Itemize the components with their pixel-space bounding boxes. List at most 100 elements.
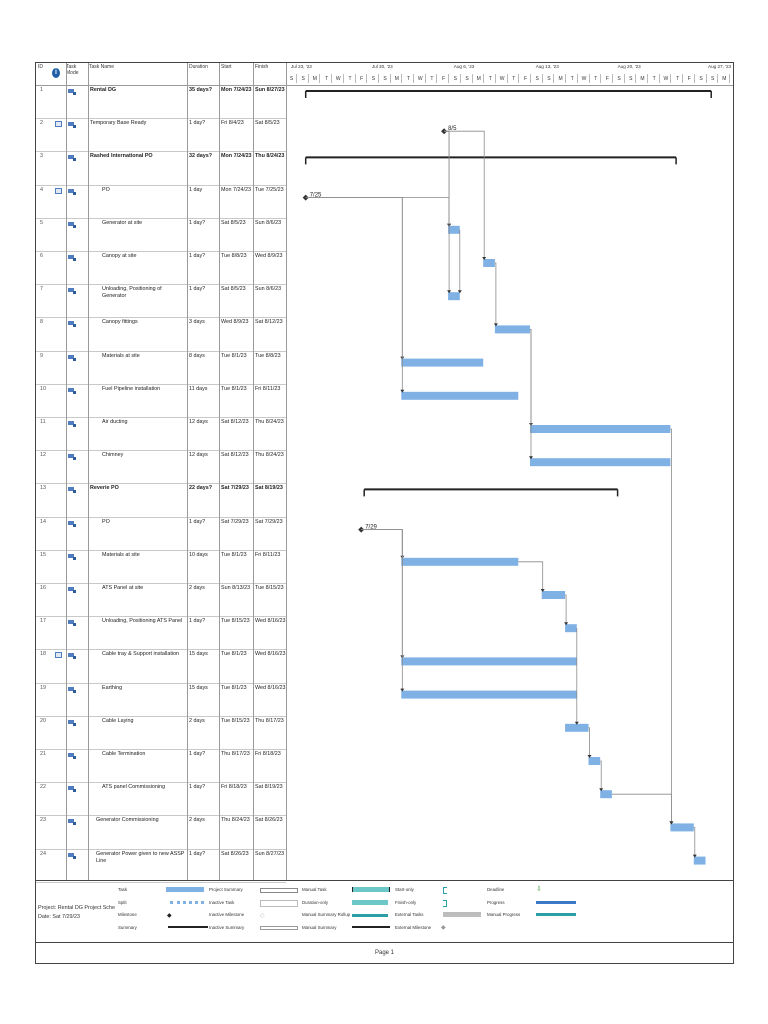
task-bar [401, 557, 519, 566]
task-start: Sat 8/12/23 [221, 452, 249, 459]
timescale-tick [389, 74, 391, 83]
milestone-label: 7/25 [310, 193, 322, 199]
timescale-tick [553, 74, 555, 83]
timescale-week-label: Aug 13, '23 [535, 64, 559, 69]
auto-scheduled-icon [68, 852, 76, 859]
task-id: 18 [40, 651, 46, 658]
task-start: Sat 8/5/23 [221, 286, 246, 293]
timescale-day-label: W [499, 76, 505, 82]
timescale-day-label: S [535, 76, 539, 82]
timescale-day-label: S [383, 76, 387, 82]
timescale-day-label: T [676, 76, 680, 82]
task-id: 15 [40, 551, 46, 558]
task-finish: Wed 8/16/23 [255, 651, 286, 658]
task-finish: Sat 8/19/23 [255, 784, 283, 791]
timescale-day-label: S [289, 76, 294, 82]
timescale-day-label: T [652, 76, 656, 82]
task-duration: 10 days [189, 551, 208, 558]
legend-inactive-task-label: Inactive Task [209, 900, 235, 905]
timescale-tick [413, 74, 414, 83]
task-bar [541, 591, 566, 599]
legend-inactive-summary-label: Inactive Summary [209, 925, 245, 930]
task-start: Thu 8/24/23 [221, 817, 250, 824]
task-bar [670, 823, 694, 832]
timescale-tick [635, 74, 637, 83]
row-divider [36, 516, 286, 518]
task-start: Mon 7/24/23 [221, 186, 251, 193]
task-id: 24 [40, 850, 46, 857]
task-finish: Fri 8/11/23 [255, 551, 281, 558]
task-duration: 1 day? [189, 120, 206, 127]
row-divider [36, 284, 286, 286]
legend-external-milestone-swatch: ◆ [441, 925, 446, 931]
legend-milestone-swatch: ◆ [167, 913, 172, 919]
task-note-icon [55, 121, 62, 128]
task-bar [588, 757, 601, 765]
dependency-link [305, 197, 403, 391]
legend-project-summary-swatch [260, 888, 298, 893]
timescale-day-label: M [640, 76, 645, 82]
legend-manual-task-label: Manual Task [302, 887, 327, 892]
legend-split-label: Split [118, 900, 127, 905]
legend-summary-swatch [168, 926, 208, 928]
dependency-arrow [599, 788, 604, 792]
task-start: Tue 8/15/23 [221, 717, 250, 724]
header-start: Start [221, 64, 232, 70]
task-bar [401, 358, 484, 367]
dependency-arrow [457, 290, 462, 294]
task-start: Fri 8/4/23 [221, 120, 244, 127]
task-duration: 32 days? [189, 153, 213, 160]
task-start: Tue 8/1/23 [221, 684, 247, 691]
task-id: 1 [40, 87, 43, 93]
timescale-day-label: S [617, 76, 621, 82]
timescale-tick [494, 74, 496, 83]
task-finish: Tue 8/8/23 [255, 352, 281, 359]
task-name: Chimney [102, 452, 124, 459]
task-finish: Sat 8/12/23 [255, 319, 283, 326]
timescale-tick [459, 74, 461, 83]
task-note-icon [55, 652, 62, 659]
timescale-day-label: F [687, 76, 691, 82]
dependency-link [444, 130, 450, 225]
task-finish: Tue 7/25/23 [255, 186, 284, 193]
task-start: Tue 8/1/23 [221, 352, 247, 359]
legend-inactive-summary-swatch [260, 926, 298, 930]
task-name: Cable tray & Support installation [102, 651, 180, 658]
task-finish: Wed 8/9/23 [255, 253, 283, 259]
task-name: Canopy at site [102, 253, 137, 259]
legend-inactive-milestone-swatch: ◇ [260, 913, 265, 919]
task-start: Tue 8/15/23 [221, 618, 250, 625]
row-divider [36, 715, 286, 717]
timescale-tick [623, 74, 625, 83]
milestone-label: 8/5 [448, 126, 457, 132]
timescale-tick [565, 74, 567, 83]
dependency-arrow [493, 323, 498, 327]
task-bar [494, 325, 530, 334]
task-id: 22 [40, 784, 46, 791]
timescale-day-label: M [558, 76, 563, 82]
timescale-tick [424, 74, 426, 83]
timescale-day-label: S [699, 76, 703, 82]
task-start: Sat 8/12/23 [221, 419, 249, 425]
task-id: 23 [40, 817, 46, 824]
timescale-tick [658, 74, 660, 83]
header-task-name: Task Name [89, 64, 115, 70]
timescale-tick [611, 74, 613, 83]
task-name: Temporary Base Ready [90, 120, 147, 127]
gantt-sheet: ID i Task Mode Task Name Duration Start … [35, 62, 734, 964]
auto-scheduled-icon [68, 487, 76, 494]
timescale-tick [483, 74, 485, 83]
task-name: Generator Power given to new ASSP Line [96, 850, 185, 864]
gantt-chart: 8/5 7/25 7/29 [302, 90, 712, 865]
milestone-label: 7/29 [365, 525, 377, 531]
task-name: PO [102, 186, 110, 193]
task-finish: Wed 8/16/23 [255, 684, 286, 691]
task-bar [530, 458, 671, 467]
auto-scheduled-icon [68, 620, 76, 627]
task-finish: Thu 8/24/23 [255, 153, 285, 160]
timescale-tick [588, 74, 590, 83]
task-id: 8 [40, 319, 43, 326]
legend-manual-summary-rollup-label: Manual Summary Rollup [302, 912, 351, 917]
auto-scheduled-icon [68, 122, 76, 129]
header-task-mode: Task Mode [66, 64, 79, 76]
